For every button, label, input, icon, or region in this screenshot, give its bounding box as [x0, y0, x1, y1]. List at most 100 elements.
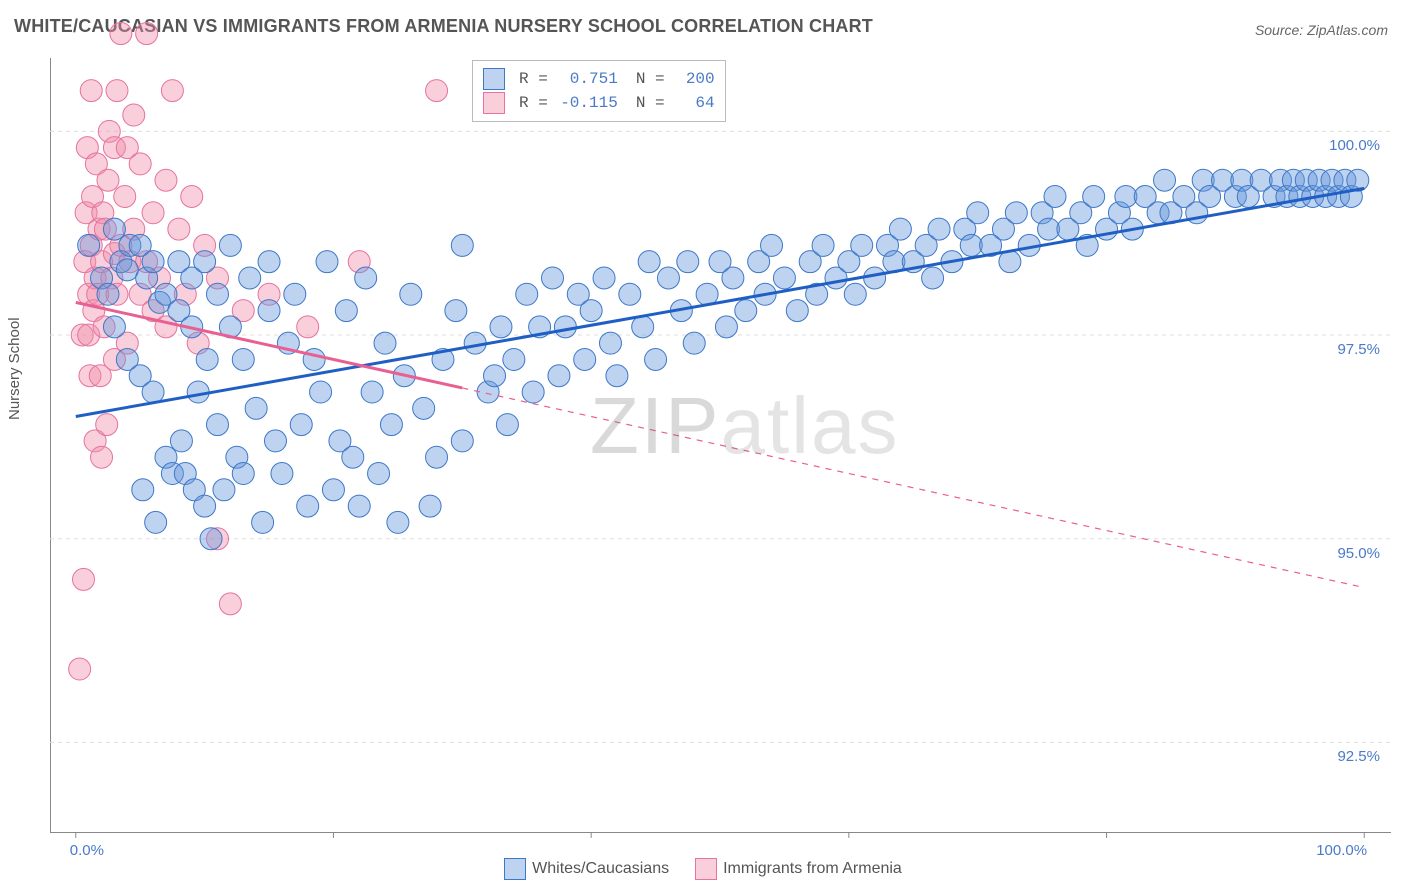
scatter-point [114, 186, 136, 208]
y-tick-label: 100.0% [1320, 137, 1380, 154]
scatter-point [496, 414, 518, 436]
scatter-point [316, 251, 338, 273]
scatter-point [484, 365, 506, 387]
scatter-point [145, 511, 167, 533]
scatter-point [1115, 186, 1137, 208]
series-legend: Whites/Caucasians Immigrants from Armenia [0, 858, 1406, 880]
scatter-point [812, 234, 834, 256]
scatter-point [297, 316, 319, 338]
scatter-point [967, 202, 989, 224]
legend-label: Immigrants from Armenia [723, 860, 902, 877]
legend-swatch [483, 68, 505, 90]
scatter-point [142, 251, 164, 273]
scatter-point [606, 365, 628, 387]
scatter-point [310, 381, 332, 403]
scatter-point [91, 446, 113, 468]
y-tick-label: 97.5% [1320, 341, 1380, 358]
scatter-point [342, 446, 364, 468]
scatter-point [123, 104, 145, 126]
scatter-point [657, 267, 679, 289]
scatter-point [677, 251, 699, 273]
scatter-point [73, 568, 95, 590]
scatter-point [213, 479, 235, 501]
scatter-point [232, 348, 254, 370]
legend-swatch [695, 858, 717, 880]
legend-item: Immigrants from Armenia [695, 858, 902, 880]
scatter-point [194, 495, 216, 517]
scatter-point [761, 234, 783, 256]
scatter-point [239, 267, 261, 289]
scatter-point [348, 495, 370, 517]
scatter-point [548, 365, 570, 387]
scatter-point [999, 251, 1021, 273]
scatter-point [232, 463, 254, 485]
scatter-point [735, 300, 757, 322]
legend-swatch [483, 92, 505, 114]
scatter-point [96, 414, 118, 436]
scatter-point [490, 316, 512, 338]
y-tick-label: 92.5% [1320, 748, 1380, 765]
scatter-point [97, 169, 119, 191]
scatter-point [374, 332, 396, 354]
scatter-point [542, 267, 564, 289]
scatter-point [580, 300, 602, 322]
scatter-point [200, 528, 222, 550]
scatter-point [129, 153, 151, 175]
scatter-point [722, 267, 744, 289]
scatter-point [142, 202, 164, 224]
scatter-point [355, 267, 377, 289]
scatter-point [1347, 169, 1369, 191]
scatter-point [207, 414, 229, 436]
scatter-point [219, 593, 241, 615]
scatter-point [116, 259, 138, 281]
scatter-point [219, 234, 241, 256]
scatter-point [1038, 218, 1060, 240]
legend-label: Whites/Caucasians [532, 860, 669, 877]
scatter-point [132, 479, 154, 501]
scatter-point [638, 251, 660, 273]
scatter-point [503, 348, 525, 370]
source-name: ZipAtlas.com [1307, 22, 1388, 38]
scatter-point [426, 80, 448, 102]
scatter-point [97, 283, 119, 305]
scatter-point [103, 218, 125, 240]
scatter-point [554, 316, 576, 338]
scatter-plot [50, 58, 1390, 832]
scatter-point [413, 397, 435, 419]
scatter-point [683, 332, 705, 354]
scatter-point [889, 218, 911, 240]
scatter-point [400, 283, 422, 305]
scatter-point [207, 283, 229, 305]
scatter-point [844, 283, 866, 305]
scatter-point [361, 381, 383, 403]
scatter-point [451, 234, 473, 256]
x-tick-label: 0.0% [70, 842, 104, 859]
trend-line-extrapolated [462, 388, 1364, 588]
scatter-point [574, 348, 596, 370]
source-attribution: Source: ZipAtlas.com [1255, 22, 1388, 38]
legend-swatch [504, 858, 526, 880]
y-tick-label: 95.0% [1320, 545, 1380, 562]
scatter-point [516, 283, 538, 305]
scatter-point [69, 658, 91, 680]
scatter-point [599, 332, 621, 354]
scatter-point [1154, 169, 1176, 191]
x-tick-label: 100.0% [1316, 842, 1367, 859]
scatter-point [1083, 186, 1105, 208]
scatter-point [387, 511, 409, 533]
legend-n-label: N = [636, 67, 665, 91]
scatter-point [645, 348, 667, 370]
scatter-point [297, 495, 319, 517]
scatter-point [380, 414, 402, 436]
scatter-point [786, 300, 808, 322]
scatter-point [864, 267, 886, 289]
legend-r-value: -0.115 [556, 91, 618, 115]
scatter-point [335, 300, 357, 322]
scatter-point [110, 23, 132, 45]
legend-row: R =0.751N =200 [483, 67, 715, 91]
legend-n-value: 200 [673, 67, 715, 91]
scatter-point [922, 267, 944, 289]
scatter-point [80, 80, 102, 102]
scatter-point [271, 463, 293, 485]
scatter-point [252, 511, 274, 533]
